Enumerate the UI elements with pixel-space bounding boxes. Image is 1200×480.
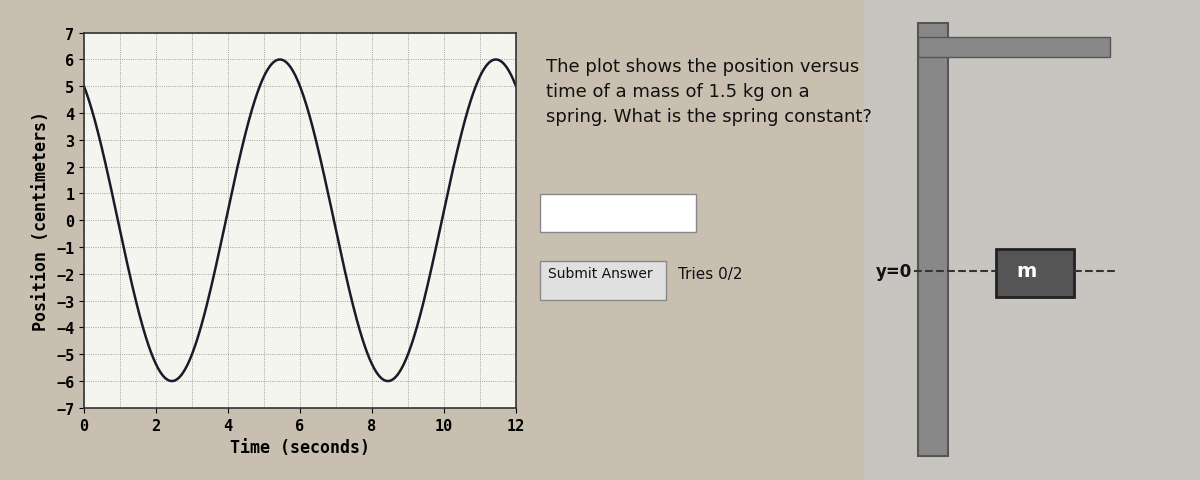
Y-axis label: Position (centimeters): Position (centimeters) [32, 111, 50, 331]
Text: Tries 0/2: Tries 0/2 [678, 266, 743, 281]
Text: The plot shows the position versus
time of a mass of 1.5 kg on a
spring. What is: The plot shows the position versus time … [546, 58, 872, 125]
Text: m: m [1016, 262, 1036, 281]
Text: Submit Answer: Submit Answer [548, 266, 653, 281]
Text: y=0: y=0 [876, 262, 912, 280]
X-axis label: Time (seconds): Time (seconds) [230, 438, 370, 456]
